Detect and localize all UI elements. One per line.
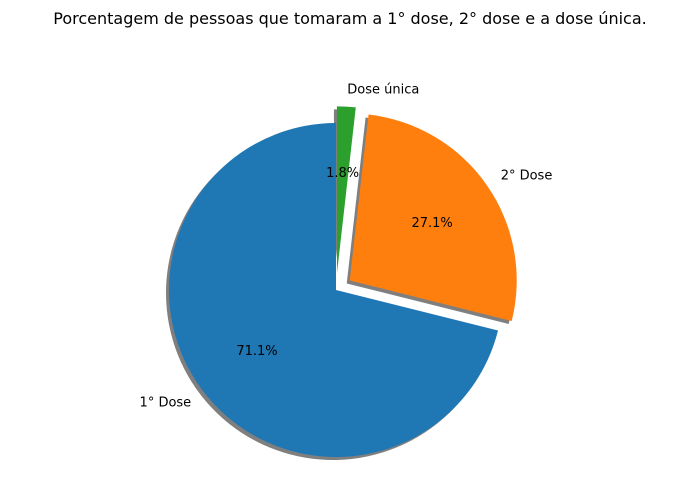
slice-label-2-dose: 2° Dose	[501, 168, 553, 183]
pie-slice-dose-unica	[336, 106, 356, 274]
slice-pct-2-dose: 27.1%	[411, 216, 452, 231]
pie-slice-2-dose	[349, 114, 517, 321]
slice-layer	[168, 106, 517, 458]
slice-label-1-dose: 1° Dose	[140, 396, 192, 411]
label-layer: 1° Dose 71.1% 2° Dose 27.1% Dose única 1.8%	[140, 82, 553, 410]
slice-label-dose-unica: Dose única	[347, 82, 419, 97]
chart-title: Porcentagem de pessoas que tomaram a 1° …	[53, 9, 647, 28]
slice-pct-dose-unica: 1.8%	[326, 166, 359, 181]
slice-pct-1-dose: 71.1%	[236, 344, 277, 359]
pie-slice-1-dose	[168, 123, 499, 458]
